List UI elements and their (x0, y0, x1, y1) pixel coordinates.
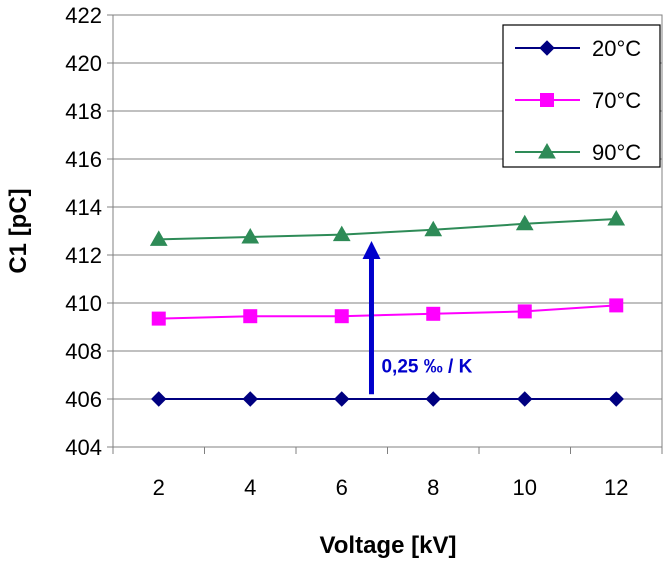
annotation-group: 0,25 ‰ / K (362, 241, 473, 395)
x-tick-label: 2 (153, 475, 165, 500)
data-point (151, 311, 166, 326)
legend-label: 70°C (592, 88, 641, 113)
y-tick-label: 420 (65, 51, 102, 76)
legend-marker (538, 142, 556, 159)
y-axis-ticks: 404 406 408 410 412 414 416 418 420 422 (65, 3, 113, 460)
y-tick-label: 408 (65, 339, 102, 364)
y-tick-label: 406 (65, 387, 102, 412)
data-point (424, 220, 443, 237)
y-tick-label: 422 (65, 3, 102, 28)
x-tick-label: 4 (244, 475, 256, 500)
legend-label: 20°C (592, 36, 641, 61)
data-point (517, 391, 533, 407)
data-point (149, 230, 168, 246)
x-tick-label: 8 (427, 475, 439, 500)
data-point (609, 298, 624, 313)
series-1 (151, 298, 624, 326)
legend-marker (540, 93, 554, 107)
y-axis-title: C1 [pC] (5, 188, 32, 273)
series-line (158, 304, 617, 320)
annotation-label: 0,25 ‰ / K (381, 357, 472, 378)
data-point (517, 304, 532, 319)
data-point (241, 227, 260, 244)
x-axis-title: Voltage [kV] (320, 532, 457, 559)
data-point (425, 391, 441, 407)
data-point (608, 391, 624, 407)
data-point (334, 391, 350, 407)
series-group (149, 209, 626, 407)
x-tick-label: 10 (513, 475, 537, 500)
series-line (158, 218, 617, 241)
data-point (334, 309, 349, 324)
legend-marker (539, 40, 555, 56)
data-point (332, 225, 351, 242)
legend: 20°C 70°C 90°C (502, 24, 661, 168)
annotation-arrow-head (362, 241, 381, 259)
data-point (426, 306, 441, 321)
x-tick-label: 6 (336, 475, 348, 500)
x-tick-label: 12 (604, 475, 628, 500)
y-tick-label: 414 (65, 195, 102, 220)
data-point (151, 391, 167, 407)
y-tick-label: 416 (65, 147, 102, 172)
y-tick-label: 410 (65, 291, 102, 316)
x-axis-ticks: 2 4 6 8 10 12 (112, 447, 663, 500)
series-2 (149, 209, 626, 246)
data-point (607, 209, 626, 226)
data-point (242, 391, 258, 407)
y-tick-label: 404 (65, 435, 102, 460)
data-point (243, 309, 258, 324)
y-tick-label: 412 (65, 243, 102, 268)
series-0 (151, 391, 624, 407)
y-tick-label: 418 (65, 99, 102, 124)
data-point (515, 214, 534, 231)
legend-label: 90°C (592, 140, 641, 165)
